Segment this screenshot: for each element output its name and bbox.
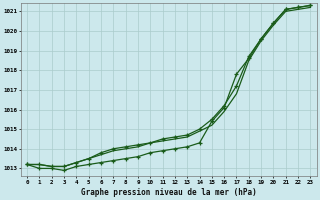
X-axis label: Graphe pression niveau de la mer (hPa): Graphe pression niveau de la mer (hPa) xyxy=(81,188,257,197)
